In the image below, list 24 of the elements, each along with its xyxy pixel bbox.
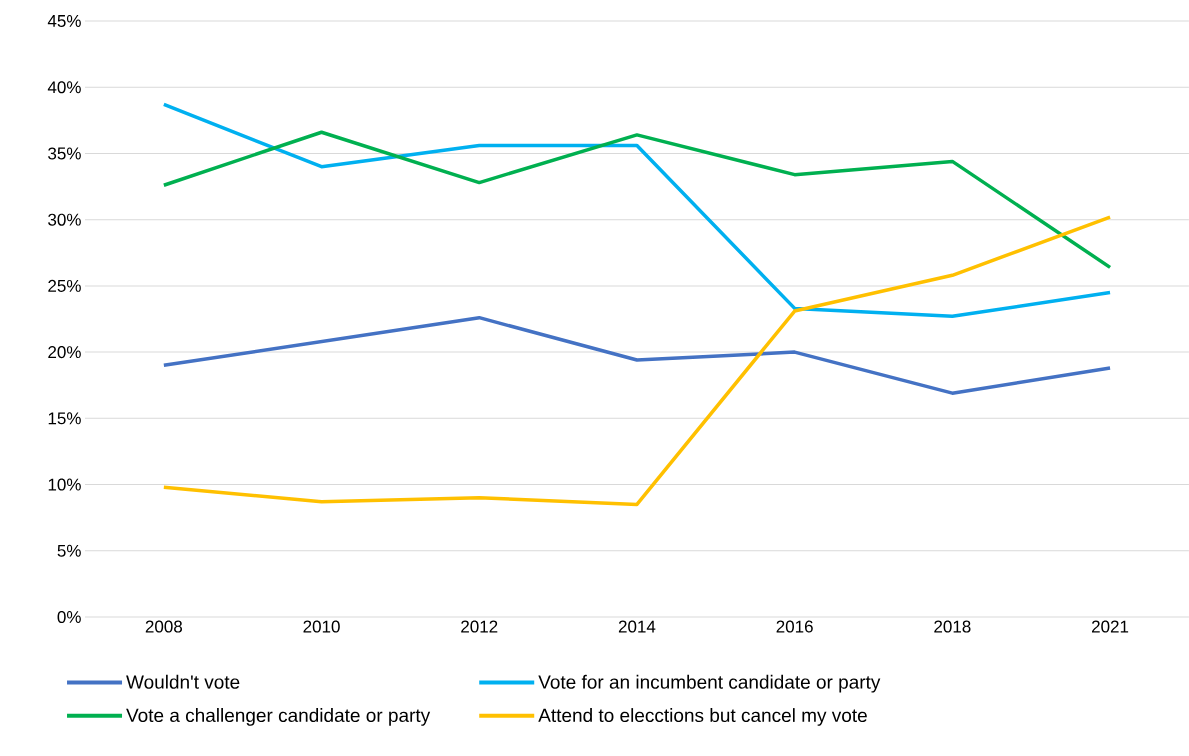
x-tick-label: 2012 <box>461 620 498 633</box>
y-tick-label: 10% <box>48 478 81 491</box>
legend-label: Vote a challenger candidate or party <box>126 708 431 726</box>
line-series <box>162 215 1112 507</box>
y-tick-label: 25% <box>48 279 81 292</box>
y-tick-label: 35% <box>48 147 81 160</box>
x-tick-label: 2008 <box>145 620 183 633</box>
x-tick-label: 2010 <box>303 620 340 633</box>
line-series <box>162 130 1112 270</box>
y-tick-label: 5% <box>57 544 81 557</box>
y-tick-label: 15% <box>48 412 81 425</box>
x-tick-label: 2018 <box>934 620 971 633</box>
legend-label: Wouldn't vote <box>126 674 240 689</box>
y-tick-label: 45% <box>47 15 81 27</box>
x-tick-label: 2016 <box>776 620 813 633</box>
y-tick-label: 0% <box>57 610 81 624</box>
y-tick-label: 40% <box>47 81 81 94</box>
x-tick-label: 2021 <box>1092 620 1129 633</box>
line-series <box>162 102 1112 319</box>
legend-label: Vote for an incumbent candidate or party <box>538 674 881 693</box>
legend-label: Attend to elecctions but cancel my vote <box>538 708 867 726</box>
y-tick-label: 20% <box>48 346 81 359</box>
x-tick-label: 2014 <box>618 620 656 633</box>
y-tick-label: 30% <box>48 213 81 226</box>
